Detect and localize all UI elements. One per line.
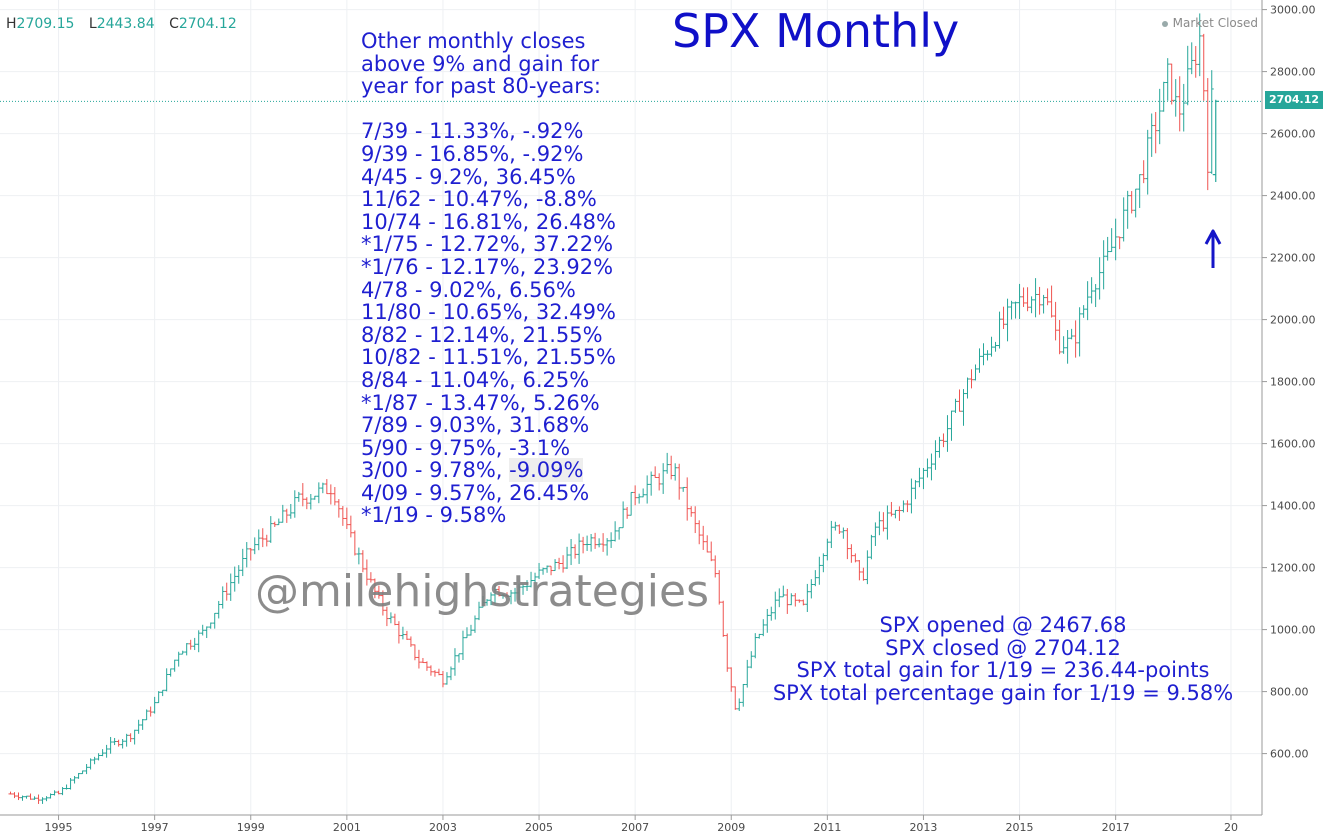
notes-entry: 11/80 - 10.65%, 32.49% bbox=[361, 301, 616, 324]
notes-entry-text: 11/80 - 10.65%, 32.49% bbox=[361, 300, 616, 325]
notes-entry-text: 4/09 - 9.57%, 26.45% bbox=[361, 480, 590, 505]
low-value: 2443.84 bbox=[96, 16, 155, 32]
x-tick-label: 2009 bbox=[717, 821, 745, 834]
y-tick-label: 2000.00 bbox=[1270, 314, 1316, 327]
y-tick-label: 2600.00 bbox=[1270, 128, 1316, 141]
high-value: 2709.15 bbox=[16, 16, 75, 32]
y-tick-label: 1600.00 bbox=[1270, 438, 1316, 451]
notes-entry-text: 7/89 - 9.03%, 31.68% bbox=[361, 413, 590, 438]
notes-entry: 10/82 - 11.51%, 21.55% bbox=[361, 346, 616, 369]
watermark: @milehighstrategies bbox=[255, 566, 710, 617]
notes-intro-line: Other monthly closes bbox=[361, 29, 586, 53]
notes-entry-text: *1/76 - 12.17%, 23.92% bbox=[361, 254, 614, 279]
y-tick-label: 800.00 bbox=[1270, 686, 1309, 699]
notes-entry: 7/39 - 11.33%, -.92% bbox=[361, 120, 616, 143]
price-bars bbox=[8, 13, 1219, 804]
x-tick-label: 1999 bbox=[237, 821, 265, 834]
chart-title: SPX Monthly bbox=[672, 4, 960, 58]
notes-entry: *1/87 - 13.47%, 5.26% bbox=[361, 390, 616, 415]
y-tick-label: 1400.00 bbox=[1270, 500, 1316, 513]
y-tick-label: 2400.00 bbox=[1270, 190, 1316, 203]
monthly-closes-notes: Other monthly closes above 9% and gain fo… bbox=[361, 30, 616, 527]
notes-entry: 4/45 - 9.2%, 36.45% bbox=[361, 164, 616, 189]
notes-entry-text: 8/82 - 12.14%, 21.55% bbox=[361, 322, 603, 347]
x-tick-label: 20 bbox=[1224, 821, 1238, 834]
notes-entry: 4/78 - 9.02%, 6.56% bbox=[361, 277, 616, 302]
notes-entry: 8/84 - 11.04%, 6.25% bbox=[361, 369, 616, 392]
notes-entry: 4/09 - 9.57%, 26.45% bbox=[361, 482, 616, 505]
ohlc-readout: H2709.15 L2443.84 C2704.12 bbox=[6, 16, 247, 32]
x-tick-label: 2007 bbox=[621, 821, 649, 834]
market-status-text: Market Closed bbox=[1172, 16, 1258, 30]
notes-entry: 3/00 - 9.78%, -9.09% bbox=[361, 458, 616, 483]
summary-line: SPX opened @ 2467.68 bbox=[879, 613, 1127, 637]
close-value: 2704.12 bbox=[178, 16, 237, 32]
x-tick-label: 2003 bbox=[429, 821, 457, 834]
notes-entry-text: *1/75 - 12.72%, 37.22% bbox=[361, 232, 614, 257]
notes-entry-text: 9/39 - 16.85%, -.92% bbox=[361, 141, 584, 166]
summary-annotation: SPX opened @ 2467.68 SPX closed @ 2704.12… bbox=[740, 614, 1266, 704]
notes-entry-text: 11/62 - 10.47%, -8.8% bbox=[361, 187, 597, 212]
notes-entry-text: *1/19 - 9.58% bbox=[361, 503, 507, 528]
low-label: L bbox=[88, 16, 97, 32]
x-tick-label: 1995 bbox=[45, 821, 73, 834]
high-label: H bbox=[6, 16, 17, 32]
close-label: C bbox=[169, 16, 179, 32]
x-tick-label: 2011 bbox=[813, 821, 841, 834]
y-tick-label: 2200.00 bbox=[1270, 252, 1316, 265]
notes-intro-line: year for past 80-years: bbox=[361, 74, 601, 99]
y-tick-label: 1000.00 bbox=[1270, 624, 1316, 637]
x-tick-label: 2017 bbox=[1102, 821, 1130, 834]
notes-entry-text: *1/87 - 13.47%, 5.26% bbox=[361, 390, 600, 415]
summary-line: SPX total percentage gain for 1/19 = 9.5… bbox=[772, 680, 1234, 705]
notes-entry: *1/76 - 12.17%, 23.92% bbox=[361, 256, 616, 279]
notes-entry: 10/74 - 16.81%, 26.48% bbox=[361, 209, 616, 234]
up-arrow-head bbox=[1204, 229, 1222, 245]
y-tick-label: 2800.00 bbox=[1270, 66, 1316, 79]
last-price-tag: 2704.12 bbox=[1265, 91, 1323, 109]
summary-line: SPX closed @ 2704.12 bbox=[885, 635, 1121, 660]
x-tick-label: 2015 bbox=[1006, 821, 1034, 834]
y-tick-label: 600.00 bbox=[1270, 748, 1309, 761]
up-arrow-annotation bbox=[1204, 229, 1222, 268]
notes-highlight: -9.09% bbox=[509, 458, 584, 483]
notes-entry: 8/82 - 12.14%, 21.55% bbox=[361, 322, 616, 347]
notes-entry: 5/90 - 9.75%, -3.1% bbox=[361, 435, 616, 460]
notes-intro-line: above 9% and gain for bbox=[361, 51, 600, 76]
notes-entry-text: 10/82 - 11.51%, 21.55% bbox=[361, 345, 616, 370]
grid-lines bbox=[0, 0, 1262, 815]
notes-entry-text: 10/74 - 16.81%, 26.48% bbox=[361, 209, 616, 234]
notes-entry-text: 3/00 - 9.78%, bbox=[361, 458, 510, 483]
notes-entry: 7/89 - 9.03%, 31.68% bbox=[361, 414, 616, 437]
notes-spacer bbox=[361, 98, 616, 121]
summary-line: SPX total gain for 1/19 = 236.44-points bbox=[796, 658, 1210, 682]
notes-entry: *1/19 - 9.58% bbox=[361, 504, 616, 527]
x-tick-label: 2005 bbox=[525, 821, 553, 834]
notes-entry: 11/62 - 10.47%, -8.8% bbox=[361, 188, 616, 211]
status-dot-icon bbox=[1161, 20, 1168, 27]
notes-entry-text: 4/45 - 9.2%, 36.45% bbox=[361, 164, 576, 189]
x-tick-label: 2001 bbox=[333, 821, 361, 834]
notes-entry-text: 7/39 - 11.33%, -.92% bbox=[361, 119, 584, 144]
x-tick-label: 1997 bbox=[141, 821, 169, 834]
notes-entry: *1/75 - 12.72%, 37.22% bbox=[361, 233, 616, 256]
y-tick-label: 3000.00 bbox=[1270, 4, 1316, 17]
notes-entry-text: 8/84 - 11.04%, 6.25% bbox=[361, 367, 590, 392]
y-tick-label: 1200.00 bbox=[1270, 562, 1316, 575]
notes-entry: 9/39 - 16.85%, -.92% bbox=[361, 143, 616, 166]
notes-entry-text: 4/78 - 9.02%, 6.56% bbox=[361, 277, 576, 302]
x-tick-label: 2013 bbox=[909, 821, 937, 834]
notes-entry-text: 5/90 - 9.75%, -3.1% bbox=[361, 435, 571, 460]
y-tick-label: 1800.00 bbox=[1270, 376, 1316, 389]
market-status: Market Closed bbox=[1161, 16, 1258, 30]
